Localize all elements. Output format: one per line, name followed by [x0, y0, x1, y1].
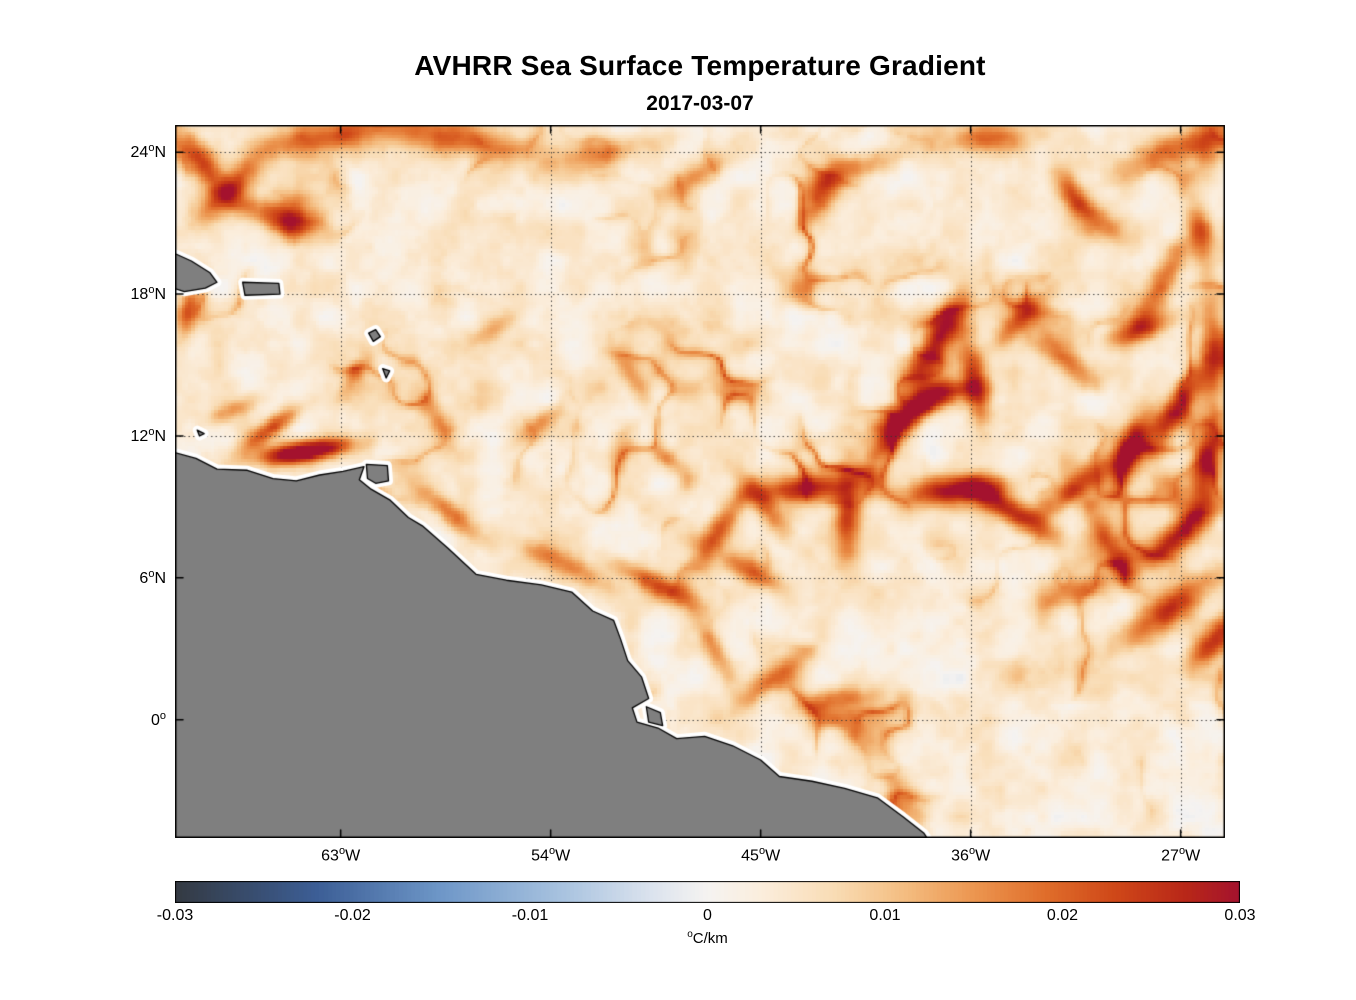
colorbar-tick-label: -0.03	[156, 907, 194, 924]
x-tick-label: 54oW	[531, 845, 571, 865]
colorbar-unit-text: C/km	[692, 930, 728, 947]
y-tick-label: 24oN	[130, 142, 166, 162]
y-tick-label: 12oN	[130, 425, 166, 446]
y-tick-label: 18oN	[130, 283, 166, 304]
y-tick-label: 6oN	[139, 567, 166, 588]
colorbar-tick-label: -0.01	[511, 907, 549, 924]
degree-symbol: o	[687, 929, 693, 940]
colorbar-unit-label: oC/km	[175, 929, 1240, 947]
figure-title: AVHRR Sea Surface Temperature Gradient	[414, 50, 986, 81]
x-tick-label: 45oW	[741, 845, 781, 865]
x-tick-label: 27oW	[1161, 845, 1201, 865]
colorbar-tick-label: -0.02	[334, 907, 371, 924]
colorbar-gradient	[175, 881, 1240, 903]
x-tick-label: 63oW	[321, 845, 361, 865]
x-tick-label: 36oW	[951, 845, 991, 865]
figure-subtitle: 2017-03-07	[646, 92, 754, 115]
colorbar-tick-label: 0.03	[1224, 907, 1256, 924]
colorbar-tick-label: 0.01	[869, 907, 901, 924]
sst-gradient-map	[175, 125, 1225, 838]
y-tick-label: 0o	[150, 709, 166, 729]
colorbar-tick-label: 0.02	[1046, 907, 1079, 924]
colorbar-tick-label: 0	[703, 907, 712, 924]
